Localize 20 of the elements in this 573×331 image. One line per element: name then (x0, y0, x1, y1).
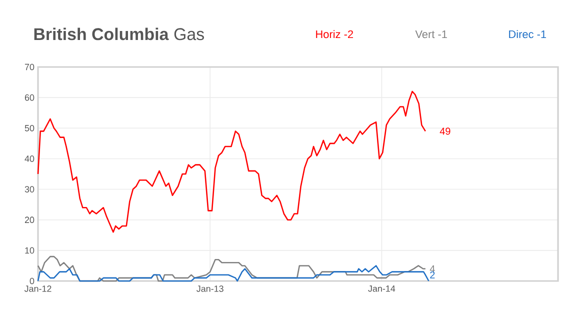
x-tick-label: Jan-13 (196, 286, 224, 292)
line-series (37, 265, 430, 282)
y-tick-label: 70 (24, 64, 34, 70)
y-tick-label: 0 (30, 278, 34, 284)
y-tick-label: 30 (24, 186, 34, 192)
y-tick-label: 10 (25, 247, 34, 254)
annotation: 4 (430, 265, 435, 272)
y-tick-label: 60 (24, 94, 34, 101)
y-tick-label: 40 (24, 156, 34, 162)
text: Vert -1 (415, 30, 447, 38)
chart-title: British Columbia Gas (34, 28, 204, 40)
y-tick-label: 20 (24, 216, 34, 224)
annotation: 49 (440, 128, 450, 135)
text: Horiz -2 (316, 30, 354, 38)
x-tick-label: Jan-12 (24, 286, 52, 292)
text: Direc -1 (509, 30, 546, 38)
line-series (37, 90, 426, 233)
y-tick-label: 50 (24, 124, 34, 132)
x-tick-label: Jan-14 (368, 286, 396, 292)
annotation: 2 (430, 271, 435, 278)
